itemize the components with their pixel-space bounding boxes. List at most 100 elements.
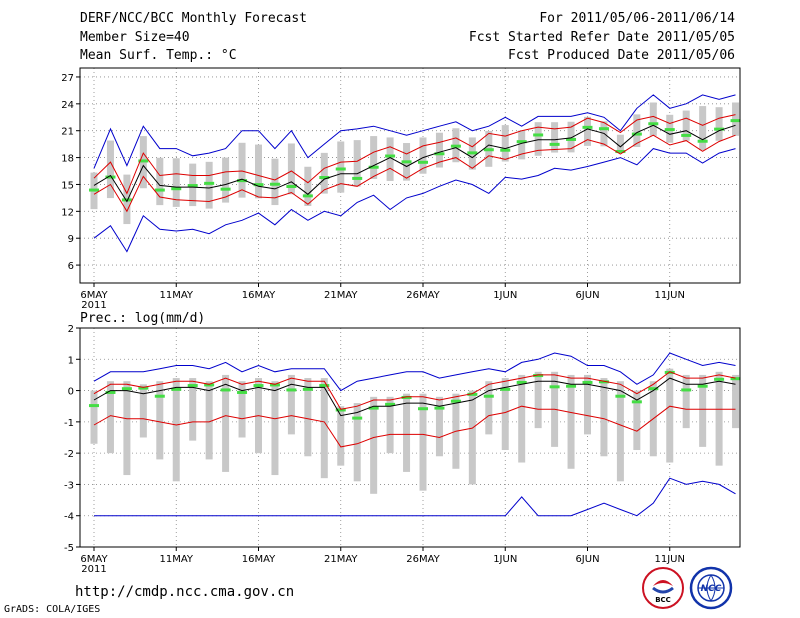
prec-member-box [238, 381, 246, 438]
temp-member-box [172, 158, 180, 207]
temp-median-marker [450, 144, 461, 148]
prec-ytick-label: -5 [64, 543, 74, 554]
prec-member-box [222, 374, 230, 472]
source-url[interactable]: http://cmdp.ncc.cma.gov.cn [75, 584, 295, 600]
temp-member-box [584, 116, 591, 146]
temp-member-box [304, 166, 312, 207]
prec-median-marker [648, 387, 659, 391]
temp-ytick-label: 12 [61, 207, 74, 218]
temp-xtick-label: 11MAY [159, 290, 193, 301]
prec-member-box [320, 378, 328, 479]
temp-xtick-label: 16MAY [242, 290, 276, 301]
temp-median-marker [483, 148, 494, 152]
temp-member-box [534, 122, 542, 156]
temp-series-max [93, 148, 736, 253]
temp-median-marker [467, 151, 478, 155]
temp-member-box [386, 137, 394, 181]
prec-median-marker [237, 390, 248, 394]
ncc-logo: NCC [689, 566, 733, 610]
prec-member-box [156, 381, 164, 460]
forecast-period-label: For 2011/05/06-2011/06/14 [539, 11, 735, 26]
temp-median-marker [500, 148, 511, 152]
temp-median-marker [138, 159, 149, 163]
temp-median-marker [418, 160, 428, 164]
prec-ytick-label: -1 [64, 418, 74, 429]
temp-xtick-label: 26MAY [406, 290, 440, 301]
temp-median-marker [286, 184, 297, 188]
prec-member-box [699, 374, 707, 447]
temp-member-box [238, 142, 246, 198]
prec-median-marker [566, 384, 577, 388]
temp-median-marker [319, 176, 330, 180]
prec-member-box [205, 381, 213, 460]
temp-median-marker [516, 140, 527, 144]
temp-ytick-label: 9 [68, 234, 74, 245]
prec-member-box [353, 403, 361, 482]
prec-median-marker [154, 394, 165, 398]
temp-member-box [518, 130, 526, 160]
prec-median-marker [385, 402, 396, 406]
temp-median-marker [714, 127, 725, 131]
temp-median-marker [631, 132, 642, 136]
prec-median-marker [730, 377, 741, 381]
temp-median-marker [615, 150, 626, 154]
temp-series-lower [93, 134, 736, 213]
prec-xtick-label: 1JUN [493, 554, 517, 565]
temp-xyear-label: 2011 [81, 300, 106, 311]
prec-median-marker [302, 387, 313, 391]
temp-median-marker [220, 187, 231, 191]
prec-median-marker [582, 380, 593, 384]
prec-member-box [287, 374, 295, 435]
prec-member-box [435, 396, 443, 457]
prec-median-marker [253, 384, 264, 388]
prec-member-box [501, 378, 509, 451]
temp-median-marker [434, 152, 445, 156]
temp-median-marker [582, 125, 593, 129]
prec-member-box [732, 374, 740, 429]
prec-member-box [189, 378, 197, 441]
chart-title: DERF/NCC/BCC Monthly Forecast [80, 11, 307, 26]
prec-median-marker [631, 400, 642, 404]
prec-ytick-label: 1 [68, 355, 74, 366]
prec-series-upper [93, 371, 736, 410]
temp-member-box [271, 158, 279, 206]
temp-member-box [353, 140, 361, 187]
grads-credit: GrADS: COLA/IGES [4, 604, 101, 615]
temp-median-marker [566, 137, 577, 141]
prec-member-box [584, 374, 591, 435]
temp-ytick-label: 18 [61, 154, 74, 165]
temp-xtick-label: 6JUN [575, 290, 599, 301]
temp-member-box [106, 140, 114, 199]
member-size-label: Member Size=40 [80, 30, 190, 45]
temp-median-marker [681, 133, 692, 137]
prec-member-box [518, 374, 526, 463]
temp-median-marker [237, 179, 248, 183]
prec-member-box [468, 390, 476, 485]
temp-median-marker [269, 182, 280, 186]
temp-median-marker [598, 127, 609, 131]
prec-series-lower [93, 405, 736, 448]
prec-median-marker [681, 388, 692, 392]
prec-member-box [715, 371, 723, 466]
prec-member-box [600, 378, 608, 457]
prec-median-marker [598, 380, 609, 384]
prec-median-marker [204, 383, 215, 387]
temp-ytick-label: 15 [61, 180, 74, 191]
prec-median-marker [697, 384, 708, 388]
prec-member-box [666, 368, 674, 463]
temp-xtick-label: 6MAY [80, 290, 108, 301]
bcc-logo-swirl [653, 580, 673, 586]
variable-label: Mean Surf. Temp.: °C [80, 48, 237, 63]
temp-member-box [633, 114, 641, 148]
prec-median-marker [138, 386, 149, 390]
temp-ytick-label: 21 [61, 127, 74, 138]
prec-member-box [419, 393, 427, 491]
temp-median-marker [187, 184, 198, 188]
ncc-logo-text: NCC [701, 584, 722, 594]
bcc-logo-text: BCC [655, 596, 671, 604]
forecast-started-label: Fcst Started Refer Date 2011/05/05 [468, 30, 735, 45]
prec-series-mean [93, 377, 736, 417]
prec-median-marker [187, 384, 198, 388]
temp-member-box [370, 136, 378, 179]
temp-median-marker [89, 188, 99, 192]
